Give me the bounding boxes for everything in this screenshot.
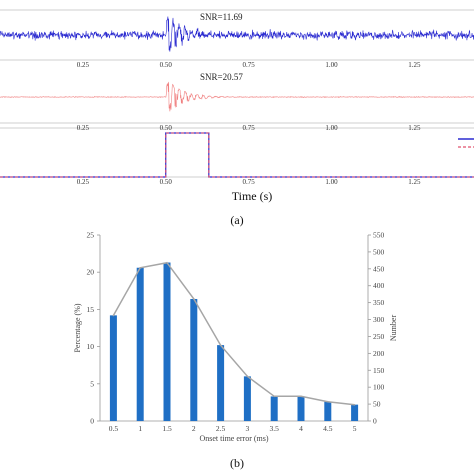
panel-b-ylabel: Percentage (%) [73, 303, 82, 352]
right-tick-label: 450 [373, 264, 385, 273]
time-tick-label: 0.50 [160, 61, 173, 69]
count-line [112, 261, 355, 406]
right-tick-label: 250 [373, 332, 385, 341]
panel-b-caption: (b) [230, 456, 244, 470]
time-tick-label: 0.25 [77, 124, 90, 132]
time-tick-label: 0.50 [160, 178, 173, 186]
time-tick-label: 1.00 [325, 178, 338, 186]
time-tick-label: 1.25 [408, 178, 421, 186]
x-tick-label: 3 [246, 424, 250, 433]
x-tick-label: 1.5 [162, 424, 172, 433]
time-tick-label: 0.25 [77, 61, 90, 69]
bar [136, 267, 144, 421]
trace1-tick-labels: 0.25 0.50 0.75 1.00 1.25 [77, 61, 421, 69]
bars [109, 261, 359, 421]
bar [109, 315, 117, 421]
bar [297, 396, 305, 421]
right-tick-label: 500 [373, 247, 385, 256]
right-tick-label: 550 [373, 231, 385, 240]
left-tick-label: 20 [87, 268, 95, 277]
left-tick-label: 10 [87, 342, 95, 351]
trace3-tick-labels: 0.25 0.50 0.75 1.00 1.25 [77, 178, 421, 186]
right-y-ticks: 0 50 100 150 200 250 300 350 400 450 500 550 [368, 231, 385, 426]
x-tick-label: 0.5 [109, 424, 119, 433]
time-tick-label: 0.75 [242, 124, 255, 132]
time-tick-label: 1.00 [325, 61, 338, 69]
left-tick-label: 25 [87, 231, 95, 240]
right-tick-label: 150 [373, 366, 385, 375]
right-tick-label: 350 [373, 298, 385, 307]
panel-b-y2label: Number [389, 315, 398, 342]
right-tick-label: 100 [373, 383, 385, 392]
panel-b-xlabel: Onset time error (ms) [199, 434, 268, 443]
time-tick-label: 0.25 [77, 178, 90, 186]
x-tick-label: 5 [353, 424, 357, 433]
bar [270, 396, 278, 421]
window-trace-solid [0, 132, 474, 178]
x-tick-label: 4.5 [323, 424, 333, 433]
clean-trace [0, 81, 474, 112]
x-tick-labels: 0.5 1 1.5 2 2.5 3 3.5 4 4.5 5 [109, 424, 357, 433]
right-tick-label: 300 [373, 315, 385, 324]
time-tick-label: 1.25 [408, 124, 421, 132]
noisy-trace [0, 16, 474, 52]
trace2-tick-labels: 0.25 0.50 0.75 1.00 1.25 [77, 124, 421, 132]
snr-label-2: SNR=20.57 [200, 72, 243, 82]
x-tick-label: 1 [138, 424, 142, 433]
bar [217, 345, 225, 421]
x-tick-label: 2 [192, 424, 196, 433]
left-tick-label: 0 [90, 417, 94, 426]
time-tick-label: 1.00 [325, 124, 338, 132]
right-tick-label: 400 [373, 281, 385, 290]
bar [163, 262, 171, 421]
left-tick-label: 5 [90, 379, 94, 388]
bar [190, 298, 198, 421]
right-tick-label: 200 [373, 349, 385, 358]
right-tick-label: 0 [373, 417, 377, 426]
time-tick-label: 0.75 [242, 61, 255, 69]
x-tick-label: 4 [299, 424, 303, 433]
right-tick-label: 50 [373, 400, 381, 409]
time-tick-label: 0.75 [242, 178, 255, 186]
bar [324, 401, 332, 421]
panel-a-xlabel: Time (s) [232, 189, 273, 203]
time-tick-label: 1.25 [408, 61, 421, 69]
window-trace-dashed [0, 132, 474, 178]
left-y-ticks: 0 5 10 15 20 25 [87, 231, 100, 426]
x-tick-label: 3.5 [270, 424, 280, 433]
left-tick-label: 15 [87, 305, 95, 314]
bar [351, 404, 359, 421]
bar [243, 376, 251, 421]
snr-label-1: SNR=11.69 [200, 12, 243, 22]
panel-a-caption: (a) [230, 213, 243, 227]
panel-a: SNR=11.69 SNR=20.57 0.25 0.50 0.75 1.00 1.25… [0, 9, 474, 227]
x-tick-label: 2.5 [216, 424, 226, 433]
time-tick-label: 0.50 [160, 124, 173, 132]
